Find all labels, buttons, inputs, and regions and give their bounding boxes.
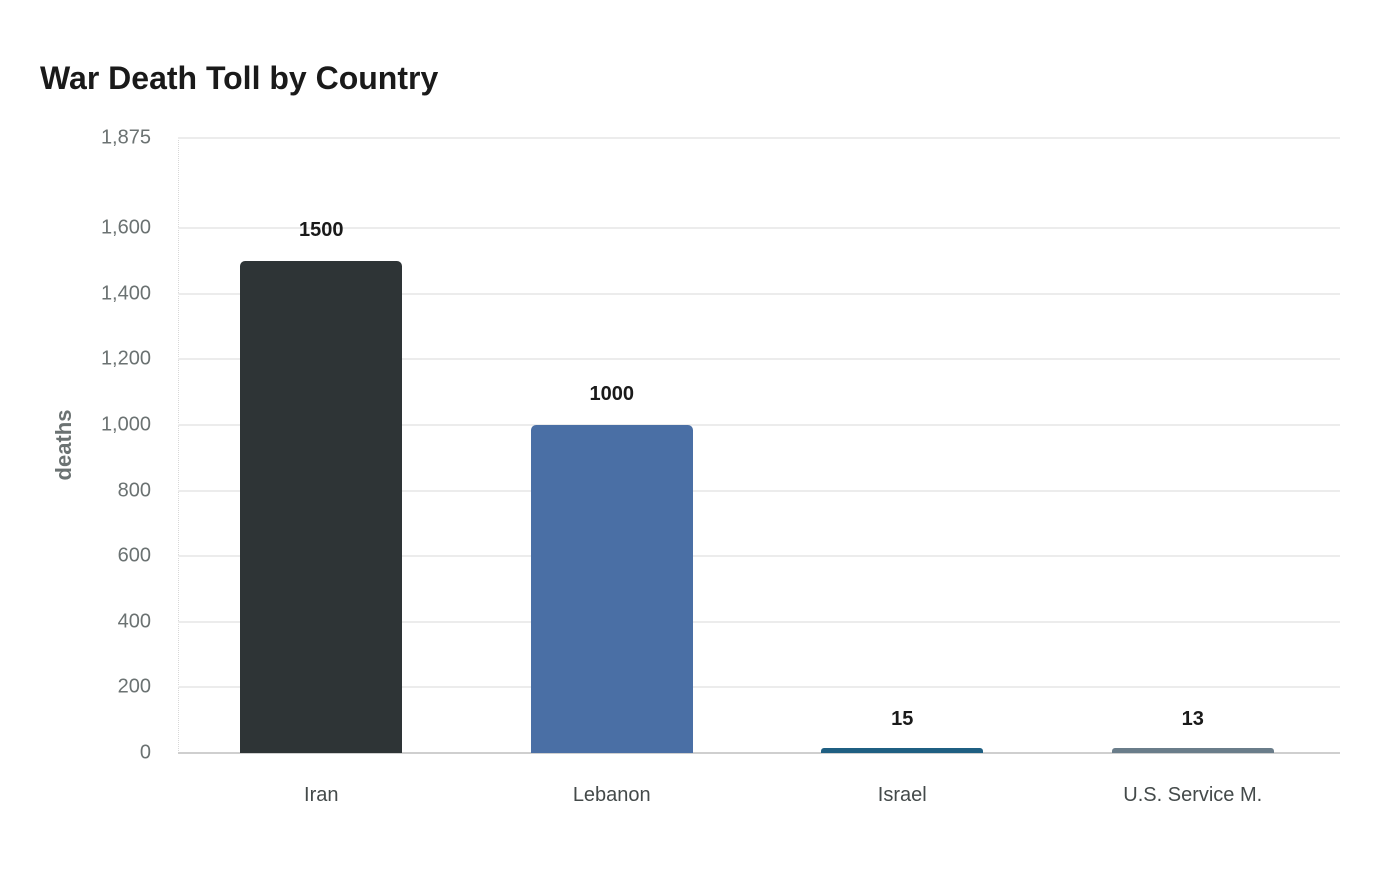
- x-tick-label: U.S. Service M.: [1123, 784, 1263, 806]
- plot-area: [178, 137, 1340, 754]
- x-tick-label: Iran: [304, 784, 339, 806]
- y-axis-label: deaths: [51, 409, 76, 481]
- y-tick-label: 1,400: [100, 282, 151, 305]
- y-tick-label: 600: [117, 544, 151, 567]
- x-tick-label: Lebanon: [572, 784, 651, 806]
- bar-u-s-service-m[interactable]: [1111, 748, 1274, 753]
- y-tick-label: 0: [139, 741, 151, 764]
- bar-israel[interactable]: [821, 748, 984, 753]
- y-tick-label: 200: [117, 675, 151, 698]
- gridline: [178, 424, 1340, 426]
- gridline: [178, 686, 1340, 689]
- gridline: [178, 292, 1340, 295]
- bar-value-label: 1000: [589, 383, 635, 405]
- bar-iran[interactable]: [240, 261, 403, 753]
- y-axis-line: [178, 138, 179, 753]
- y-tick-label: 1,200: [100, 347, 151, 370]
- gridline: [178, 620, 1340, 623]
- y-tick-label: 800: [117, 479, 151, 502]
- x-tick-label: Israel: [877, 784, 927, 806]
- chart-title: War Death Toll by Country: [40, 60, 439, 96]
- y-tick-label: 1,000: [100, 413, 151, 436]
- y-tick-label: 1,600: [100, 216, 151, 239]
- gridline: [178, 555, 1340, 558]
- bar-value-label: 13: [1181, 708, 1204, 730]
- gridline: [178, 137, 1340, 139]
- bar-lebanon[interactable]: [530, 425, 693, 753]
- y-tick-label: 1,875: [100, 126, 151, 149]
- y-tick-label: 400: [117, 610, 151, 633]
- x-axis-line: [178, 752, 1340, 754]
- bar-value-label: 15: [891, 708, 914, 730]
- gridline: [178, 358, 1340, 361]
- bar-value-label: 1500: [299, 219, 344, 241]
- gridline: [178, 489, 1340, 492]
- gridline: [178, 227, 1340, 230]
